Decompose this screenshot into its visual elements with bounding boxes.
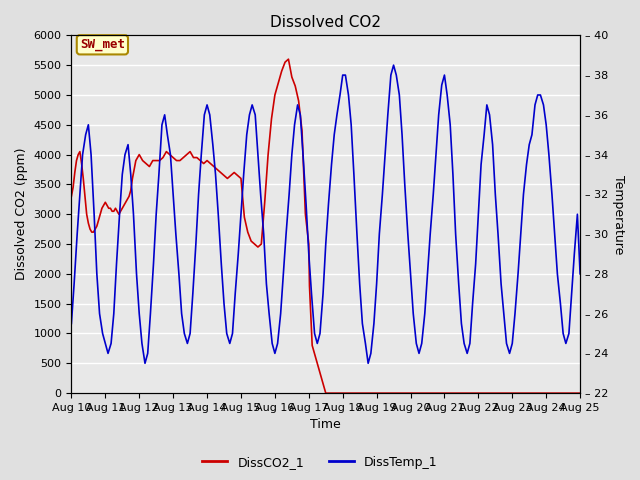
DissCO2_1 (285, 56, 292, 62)
Line: DissCO2_1: DissCO2_1 (72, 59, 580, 393)
DissTemp_1 (110, 311, 118, 316)
DissCO2_1 (241, 215, 248, 220)
Y-axis label: Temperature: Temperature (612, 175, 625, 254)
DissCO2_1 (298, 128, 306, 133)
DissTemp_1 (141, 360, 149, 366)
Title: Dissolved CO2: Dissolved CO2 (270, 15, 381, 30)
Text: SW_met: SW_met (80, 38, 125, 51)
DissTemp_1 (147, 311, 154, 316)
DissCO2_1 (156, 157, 163, 163)
DissTemp_1 (212, 171, 220, 177)
Line: DissTemp_1: DissTemp_1 (72, 65, 580, 363)
DissCO2_1 (105, 205, 113, 211)
DissCO2_1 (100, 203, 108, 208)
X-axis label: Time: Time (310, 419, 341, 432)
DissTemp_1 (494, 231, 502, 237)
DissTemp_1 (68, 321, 76, 326)
DissCO2_1 (68, 193, 76, 199)
DissTemp_1 (576, 271, 584, 277)
Legend: DissCO2_1, DissTemp_1: DissCO2_1, DissTemp_1 (197, 451, 443, 474)
DissCO2_1 (268, 116, 275, 122)
Y-axis label: Dissolved CO2 (ppm): Dissolved CO2 (ppm) (15, 148, 28, 280)
DissTemp_1 (390, 62, 397, 68)
DissTemp_1 (314, 340, 321, 346)
DissCO2_1 (576, 390, 584, 396)
DissTemp_1 (316, 331, 324, 336)
DissCO2_1 (322, 390, 330, 396)
